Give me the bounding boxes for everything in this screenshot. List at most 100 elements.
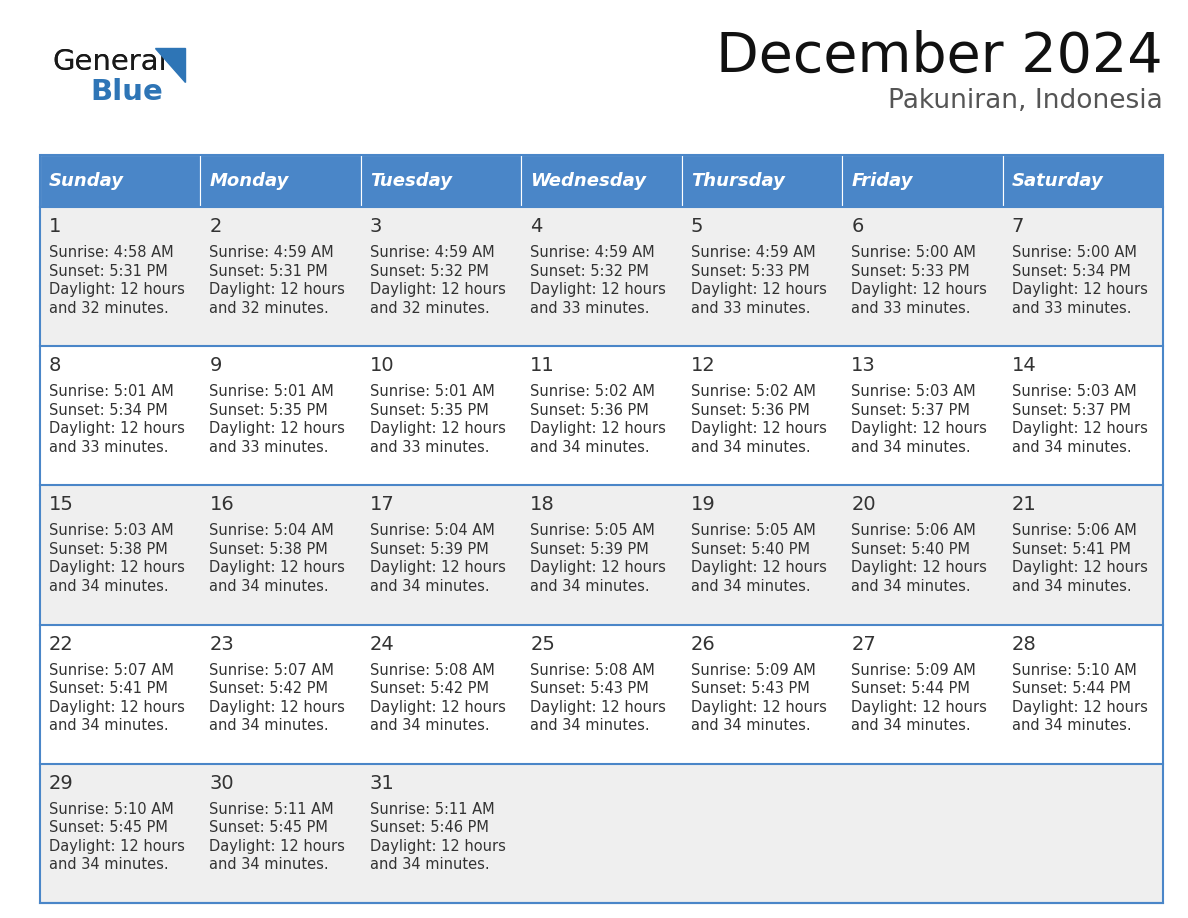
Text: and 32 minutes.: and 32 minutes. [209,300,329,316]
Text: 30: 30 [209,774,234,793]
Text: Sunrise: 5:02 AM: Sunrise: 5:02 AM [690,385,816,399]
Text: Sunrise: 5:07 AM: Sunrise: 5:07 AM [209,663,334,677]
Text: and 34 minutes.: and 34 minutes. [369,718,489,733]
Text: and 34 minutes.: and 34 minutes. [49,857,169,872]
Text: Sunrise: 5:03 AM: Sunrise: 5:03 AM [49,523,173,538]
Bar [40,624,1163,764]
Text: Sunrise: 5:09 AM: Sunrise: 5:09 AM [851,663,975,677]
Text: Sunrise: 4:59 AM: Sunrise: 4:59 AM [209,245,334,260]
Bar [40,155,201,207]
Text: Sunset: 5:42 PM: Sunset: 5:42 PM [369,681,488,696]
Text: 26: 26 [690,634,715,654]
Bar [1003,155,1163,207]
Text: 18: 18 [530,496,555,514]
Text: and 34 minutes.: and 34 minutes. [530,579,650,594]
Text: Daylight: 12 hours: Daylight: 12 hours [530,421,666,436]
Text: 25: 25 [530,634,555,654]
Text: Wednesday: Wednesday [530,172,646,190]
Text: 27: 27 [851,634,876,654]
Text: and 34 minutes.: and 34 minutes. [209,857,329,872]
Bar [40,155,1163,903]
Text: Sunset: 5:33 PM: Sunset: 5:33 PM [690,263,809,278]
Text: Sunrise: 5:05 AM: Sunrise: 5:05 AM [690,523,815,538]
Text: Sunset: 5:39 PM: Sunset: 5:39 PM [369,542,488,557]
Text: Sunset: 5:40 PM: Sunset: 5:40 PM [690,542,810,557]
Text: Sunset: 5:34 PM: Sunset: 5:34 PM [49,403,168,418]
Text: Sunrise: 5:00 AM: Sunrise: 5:00 AM [851,245,977,260]
Text: and 34 minutes.: and 34 minutes. [209,718,329,733]
Text: Daylight: 12 hours: Daylight: 12 hours [209,839,346,854]
Text: Sunset: 5:35 PM: Sunset: 5:35 PM [369,403,488,418]
Text: 21: 21 [1011,496,1036,514]
Text: 31: 31 [369,774,394,793]
Text: and 34 minutes.: and 34 minutes. [209,579,329,594]
Text: Saturday: Saturday [1011,172,1104,190]
Text: Daylight: 12 hours: Daylight: 12 hours [690,700,827,714]
Text: Sunrise: 5:05 AM: Sunrise: 5:05 AM [530,523,655,538]
Text: Daylight: 12 hours: Daylight: 12 hours [690,421,827,436]
Text: and 33 minutes.: and 33 minutes. [209,440,329,454]
Text: Sunrise: 5:10 AM: Sunrise: 5:10 AM [1011,663,1136,677]
Text: Sunday: Sunday [49,172,124,190]
Text: 3: 3 [369,217,383,236]
Text: Daylight: 12 hours: Daylight: 12 hours [49,560,185,576]
Text: Daylight: 12 hours: Daylight: 12 hours [851,421,987,436]
Text: Sunrise: 4:59 AM: Sunrise: 4:59 AM [690,245,815,260]
Text: and 34 minutes.: and 34 minutes. [369,857,489,872]
Text: Monday: Monday [209,172,289,190]
Bar [361,155,522,207]
Text: Sunset: 5:38 PM: Sunset: 5:38 PM [209,542,328,557]
Text: 19: 19 [690,496,715,514]
Text: and 34 minutes.: and 34 minutes. [369,579,489,594]
Text: Daylight: 12 hours: Daylight: 12 hours [209,282,346,297]
Text: Sunrise: 5:01 AM: Sunrise: 5:01 AM [49,385,173,399]
Text: and 34 minutes.: and 34 minutes. [690,579,810,594]
Text: 5: 5 [690,217,703,236]
Text: 16: 16 [209,496,234,514]
Text: Sunset: 5:43 PM: Sunset: 5:43 PM [690,681,809,696]
Text: and 33 minutes.: and 33 minutes. [851,300,971,316]
Bar [522,155,682,207]
Text: Daylight: 12 hours: Daylight: 12 hours [851,282,987,297]
Text: 14: 14 [1011,356,1036,375]
Text: Sunrise: 5:08 AM: Sunrise: 5:08 AM [530,663,655,677]
Text: Sunrise: 4:59 AM: Sunrise: 4:59 AM [530,245,655,260]
Text: and 34 minutes.: and 34 minutes. [851,579,971,594]
Text: and 32 minutes.: and 32 minutes. [49,300,169,316]
Text: 17: 17 [369,496,394,514]
Bar [201,155,361,207]
Text: Daylight: 12 hours: Daylight: 12 hours [49,700,185,714]
Text: and 33 minutes.: and 33 minutes. [1011,300,1131,316]
Text: Daylight: 12 hours: Daylight: 12 hours [49,839,185,854]
Text: Sunset: 5:32 PM: Sunset: 5:32 PM [369,263,488,278]
Text: 13: 13 [851,356,876,375]
Text: and 34 minutes.: and 34 minutes. [690,718,810,733]
Text: 8: 8 [49,356,62,375]
Text: Sunrise: 5:03 AM: Sunrise: 5:03 AM [851,385,975,399]
Text: Friday: Friday [851,172,912,190]
Text: Sunrise: 5:08 AM: Sunrise: 5:08 AM [369,663,494,677]
Text: Daylight: 12 hours: Daylight: 12 hours [1011,282,1148,297]
Text: 7: 7 [1011,217,1024,236]
Text: Sunset: 5:41 PM: Sunset: 5:41 PM [49,681,168,696]
Text: 10: 10 [369,356,394,375]
Text: Sunrise: 5:07 AM: Sunrise: 5:07 AM [49,663,173,677]
Text: and 33 minutes.: and 33 minutes. [49,440,169,454]
Text: 24: 24 [369,634,394,654]
Text: Sunset: 5:39 PM: Sunset: 5:39 PM [530,542,649,557]
Text: 12: 12 [690,356,715,375]
Text: Daylight: 12 hours: Daylight: 12 hours [1011,421,1148,436]
Text: December 2024: December 2024 [716,30,1163,84]
Text: Sunset: 5:42 PM: Sunset: 5:42 PM [209,681,328,696]
Text: Sunset: 5:43 PM: Sunset: 5:43 PM [530,681,649,696]
Text: Daylight: 12 hours: Daylight: 12 hours [530,282,666,297]
Text: Daylight: 12 hours: Daylight: 12 hours [690,560,827,576]
Text: Daylight: 12 hours: Daylight: 12 hours [851,560,987,576]
Text: 1: 1 [49,217,62,236]
Text: and 33 minutes.: and 33 minutes. [690,300,810,316]
Text: Sunrise: 4:59 AM: Sunrise: 4:59 AM [369,245,494,260]
Text: Sunset: 5:45 PM: Sunset: 5:45 PM [209,821,328,835]
Text: Daylight: 12 hours: Daylight: 12 hours [369,282,506,297]
Text: and 34 minutes.: and 34 minutes. [530,440,650,454]
Bar [40,346,1163,486]
